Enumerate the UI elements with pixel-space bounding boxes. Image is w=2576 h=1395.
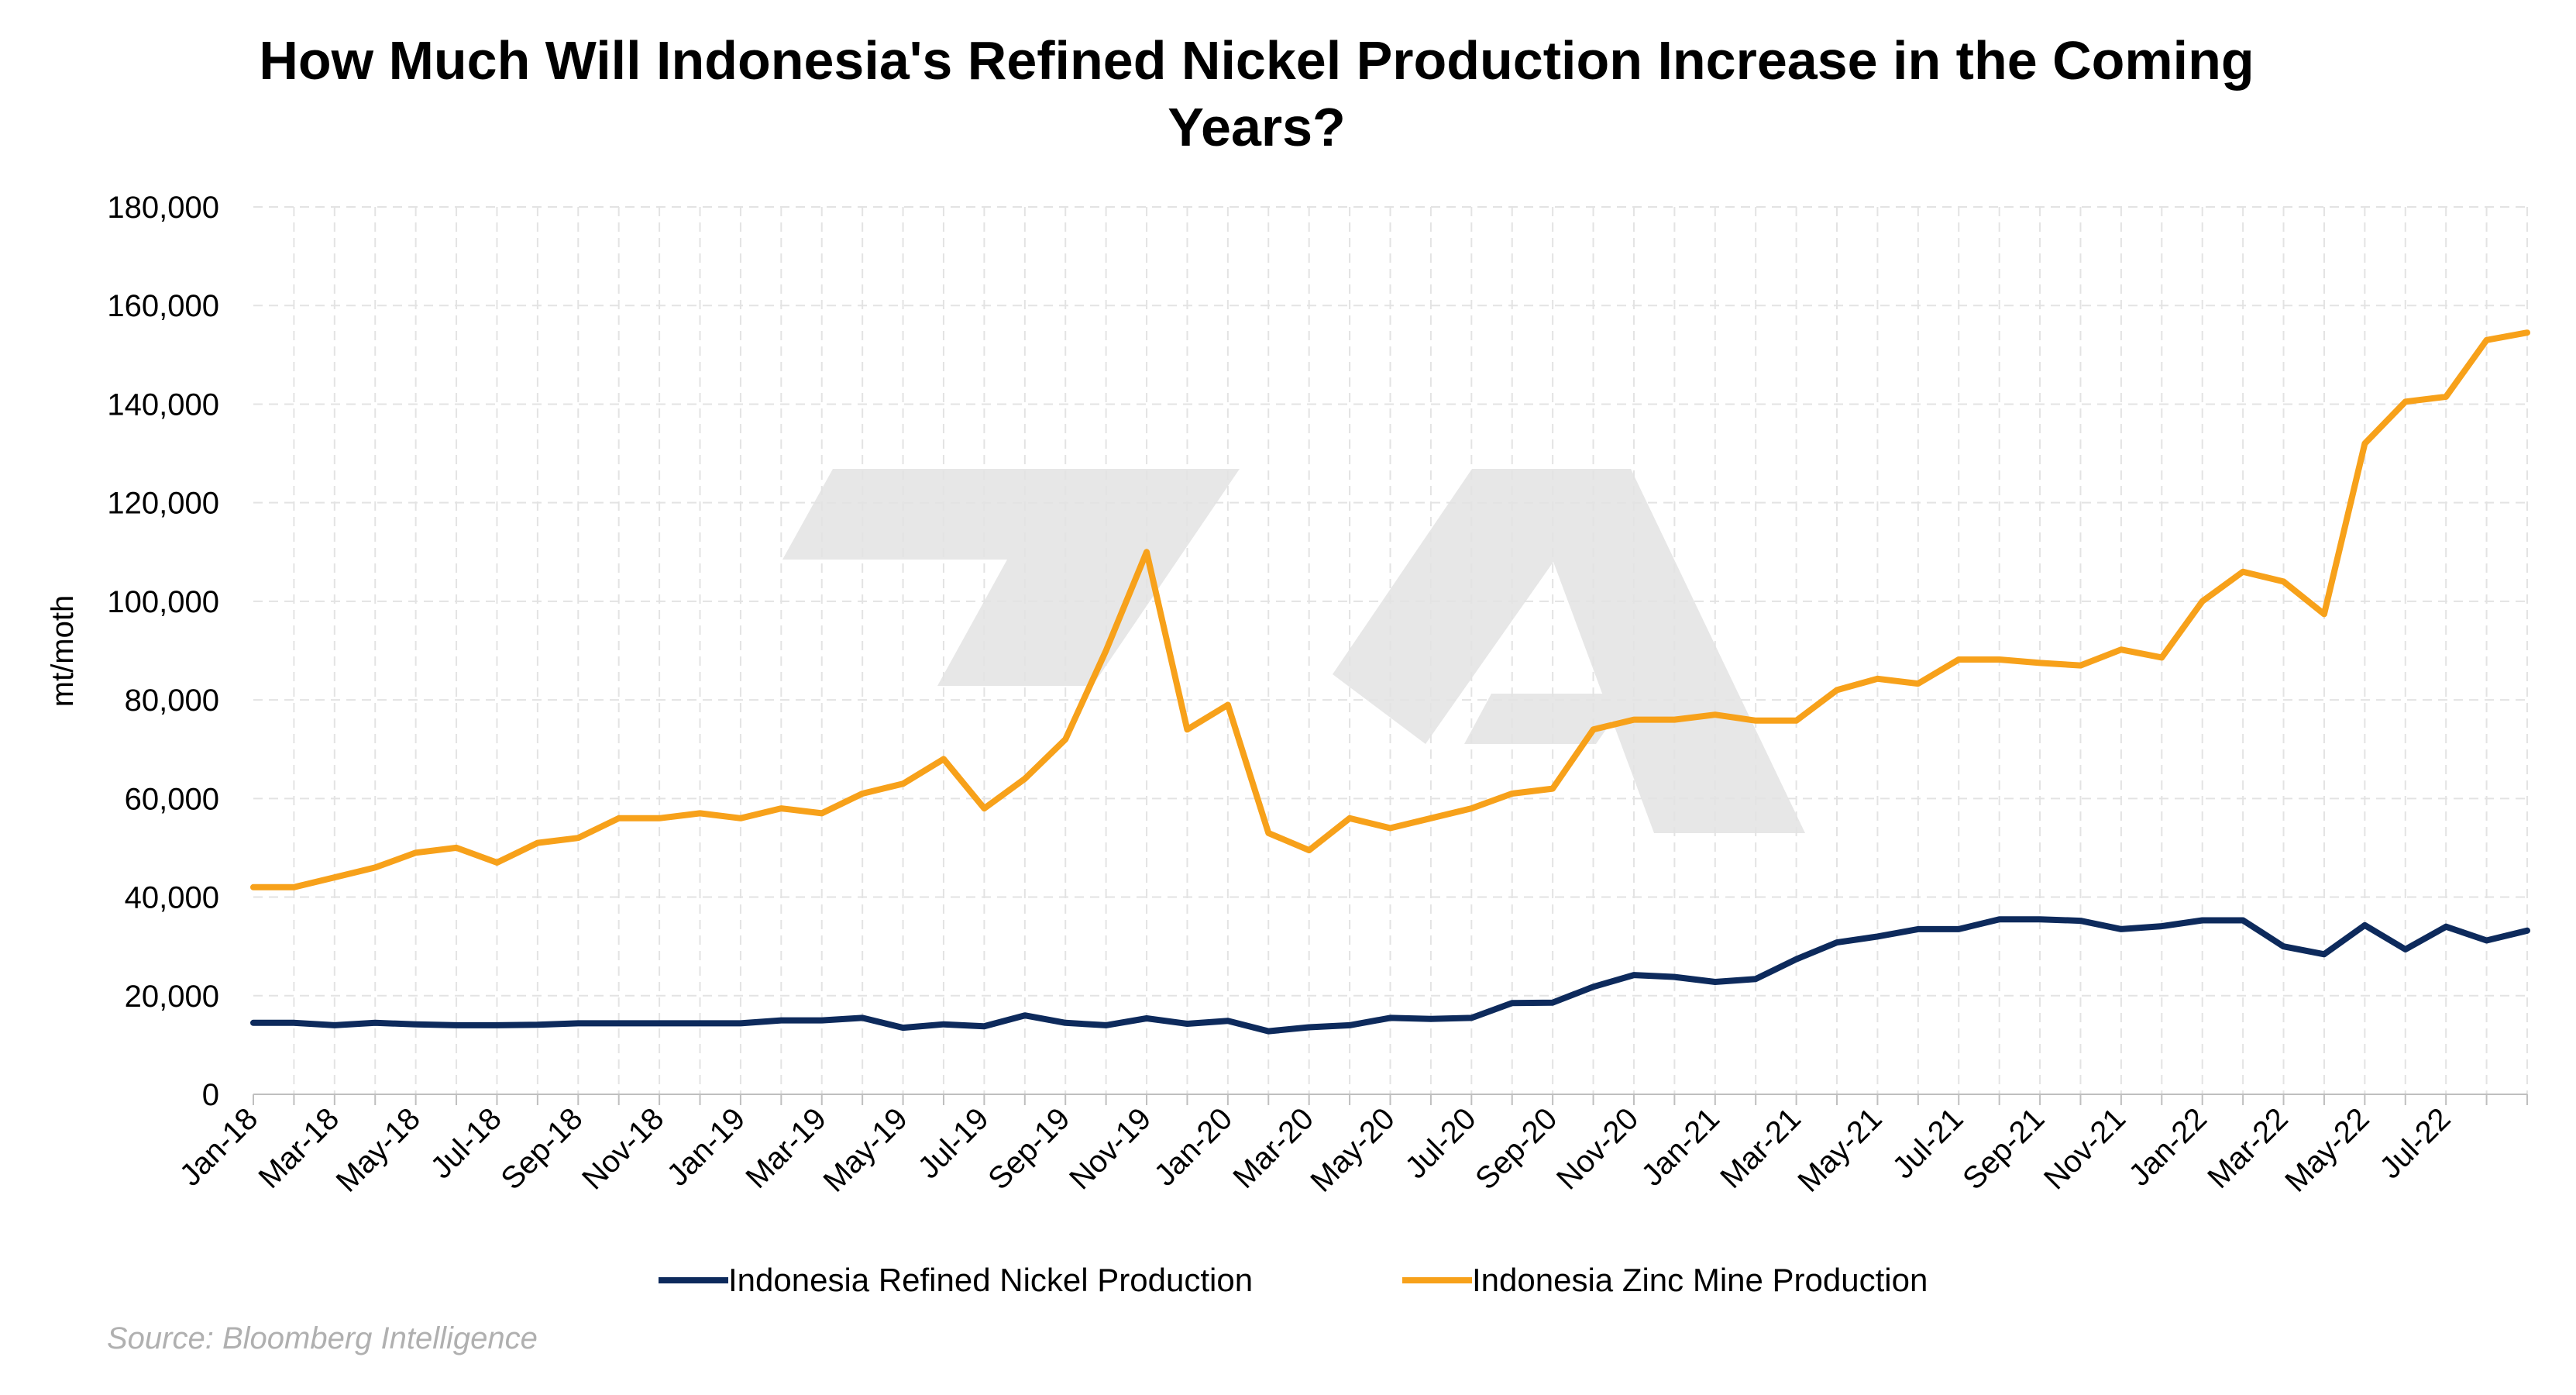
x-tick-label: Jan-20 [1148, 1101, 1240, 1193]
y-tick-label: 140,000 [107, 388, 219, 422]
x-tick-label: May-20 [1304, 1101, 1401, 1198]
legend: Indonesia Refined Nickel Production Indo… [659, 1262, 1928, 1298]
chart-title-line1: How Much Will Indonesia's Refined Nickel… [259, 30, 2254, 91]
chart-title-line2: Years? [1168, 97, 1346, 157]
y-tick-label: 160,000 [107, 289, 219, 323]
x-tick-label: May-19 [817, 1101, 914, 1198]
x-tick-label: Nov-20 [1550, 1101, 1645, 1196]
y-tick-label: 60,000 [125, 782, 219, 816]
x-tick-label: May-22 [2279, 1101, 2375, 1198]
x-tick-label: Jan-19 [661, 1101, 752, 1193]
x-tick-label: Sep-20 [1469, 1101, 1563, 1196]
x-tick-label: Jan-21 [1635, 1101, 1727, 1193]
y-axis-ticks: 0 20,000 40,000 60,000 80,000 100,000 120,000 1… [107, 191, 219, 1112]
x-tick-label: Mar-22 [2201, 1101, 2295, 1195]
source-note: Source: Bloomberg Intelligence [107, 1321, 538, 1355]
x-tick-label: Mar-20 [1226, 1101, 1320, 1195]
x-tick-label: May-18 [330, 1101, 427, 1198]
x-tick-label: Mar-21 [1714, 1101, 1807, 1195]
y-tick-label: 40,000 [125, 881, 219, 915]
legend-label-nickel: Indonesia Refined Nickel Production [728, 1262, 1253, 1298]
series-line-nickel [250, 916, 2530, 1035]
x-tick-label: Mar-19 [739, 1101, 833, 1195]
x-tick-label: Mar-18 [252, 1101, 346, 1195]
watermark-logo [782, 469, 1805, 833]
y-tick-label: 120,000 [107, 487, 219, 521]
y-tick-label: 0 [202, 1078, 219, 1112]
x-tick-label: Sep-18 [494, 1101, 589, 1196]
legend-item-zinc: Indonesia Zinc Mine Production [1402, 1262, 1928, 1298]
x-tick-label: Sep-19 [982, 1101, 1076, 1196]
y-tick-label: 80,000 [125, 684, 219, 718]
y-tick-label: 20,000 [125, 980, 219, 1014]
y-axis-title: mt/moth [46, 595, 80, 707]
x-axis-ticks: Jan-18Mar-18May-18Jul-18Sep-18Nov-18Jan-… [174, 1094, 2528, 1199]
x-tick-label: Jul-22 [2373, 1101, 2457, 1185]
legend-item-nickel: Indonesia Refined Nickel Production [659, 1262, 1253, 1298]
series-lines [250, 329, 2530, 1035]
gridlines [253, 206, 2528, 1094]
y-tick-label: 180,000 [107, 191, 219, 225]
chart-title: How Much Will Indonesia's Refined Nickel… [259, 30, 2254, 157]
x-tick-label: Jan-22 [2122, 1101, 2213, 1193]
x-tick-label: Sep-21 [1956, 1101, 2051, 1196]
x-tick-label: Nov-18 [576, 1101, 670, 1196]
x-tick-label: Nov-19 [1063, 1101, 1157, 1196]
legend-label-zinc: Indonesia Zinc Mine Production [1472, 1262, 1928, 1298]
x-tick-label: Nov-21 [2038, 1101, 2132, 1196]
y-tick-label: 100,000 [107, 585, 219, 619]
series-line-zinc [250, 329, 2530, 890]
x-tick-label: Jan-18 [174, 1101, 265, 1193]
x-tick-label: May-21 [1791, 1101, 1888, 1198]
